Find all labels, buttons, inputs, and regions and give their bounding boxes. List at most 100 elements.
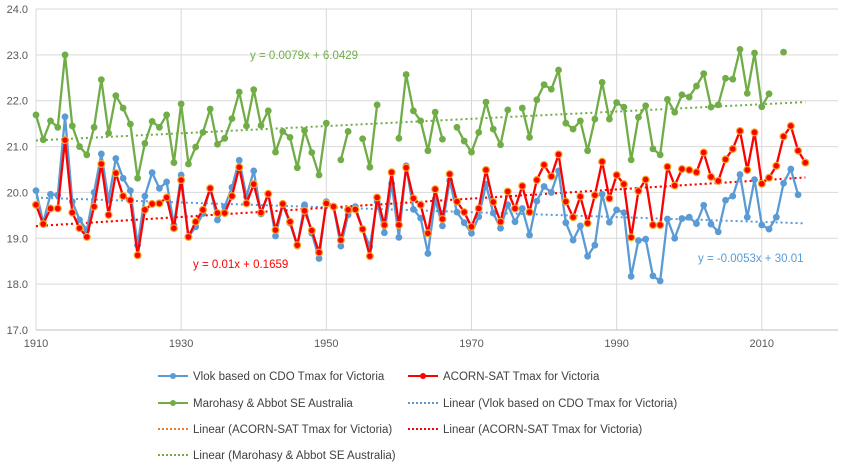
data-point [511,204,520,213]
data-point [177,100,185,108]
data-point [496,217,505,226]
blue-trend-equation: y = -0.0053x + 30.01 [698,253,804,265]
data-point [119,192,128,201]
data-point [221,134,229,142]
data-point [322,199,331,208]
data-point [417,214,425,222]
y-tick-label: 23.0 [7,50,28,62]
data-point [481,165,490,174]
data-point [743,89,751,97]
data-point [692,168,701,177]
data-point [605,194,614,203]
legend: Vlok based on CDO Tmax for Victoria ACORN… [158,371,677,462]
data-point [163,178,171,186]
data-point [163,111,171,119]
data-point [75,224,84,233]
data-point [155,123,163,131]
data-point [729,192,737,200]
data-point [699,148,708,157]
data-point [191,217,200,226]
data-point [301,201,308,209]
data-point [214,140,221,148]
data-point [706,172,715,181]
data-point [591,241,599,249]
data-point [410,107,417,115]
data-point [162,193,171,202]
data-point [460,219,468,227]
legend-marker [170,400,176,406]
data-point [228,115,236,122]
data-point [619,180,628,189]
data-point [722,74,729,82]
y-tick-label: 19.0 [7,233,28,245]
data-point [613,206,621,214]
data-point [641,175,650,184]
data-point [278,199,287,208]
data-point [664,215,671,223]
x-tick-label: 1950 [314,338,338,350]
data-point [475,128,483,136]
data-point [598,157,607,166]
data-point [148,199,157,208]
axes: 17.0 18.0 19.0 20.0 21.0 22.0 23.0 24.0 1910 1930… [7,4,838,350]
data-point [518,104,526,112]
data-point [627,272,635,280]
data-point [227,192,236,201]
data-point [141,139,149,147]
data-point [562,219,570,227]
data-point [693,220,700,228]
data-point [431,185,440,194]
data-point [439,135,446,143]
data-point [141,192,149,200]
data-point [584,252,592,260]
data-point [677,165,686,174]
data-point [584,147,592,155]
legend-item: Marohasy & Abbot SE Australia [158,398,353,410]
data-point [576,222,584,230]
series-line [34,124,807,258]
data-point [242,199,251,208]
data-point [780,179,787,187]
data-point [656,151,664,159]
data-point [576,192,585,201]
data-point [402,163,411,172]
data-point [76,143,83,150]
data-point [213,209,222,218]
trendline [35,196,806,225]
data-point [620,209,628,217]
data-point [642,235,650,243]
data-point [256,208,265,217]
data-point [526,231,533,239]
data-point [540,81,548,89]
data-point [598,78,606,86]
data-point [431,108,439,116]
y-tick-label: 17.0 [7,325,28,337]
data-point [119,174,127,182]
data-point [532,176,541,185]
data-point [68,122,76,130]
data-point [410,205,417,213]
data-point [685,93,693,101]
data-point [148,117,156,125]
x-tick-label: 1910 [24,338,48,350]
data-point [714,101,722,109]
data-point [235,156,243,164]
legend-label: Linear (Marohasy & Abbot SE Australia) [193,450,396,462]
data-point [286,217,295,226]
data-point [315,255,323,262]
data-point [126,187,134,194]
data-point [634,187,643,196]
data-point [489,198,498,207]
data-point [329,202,338,211]
data-point [104,210,113,219]
data-point [119,104,127,112]
data-point [533,96,541,104]
legend-label: Linear (Vlok based on CDO Tmax for Victo… [443,398,677,410]
data-point [562,119,570,127]
data-point [460,137,468,145]
data-point [671,234,679,242]
data-point [199,128,207,136]
data-point [700,70,708,78]
data-point [656,277,664,285]
